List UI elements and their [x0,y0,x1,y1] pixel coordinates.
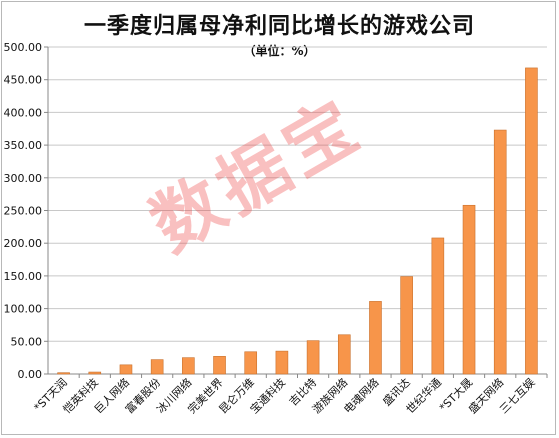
bar [213,356,226,375]
x-tick-label: 宝通科技 [247,375,288,416]
chart-title: 一季度归属母净利同比增长的游戏公司 [83,14,475,39]
y-tick-label: 50.00 [11,335,43,348]
y-tick-label: 100.00 [4,303,43,316]
y-tick-label: 500.00 [4,41,43,54]
y-tick-label: 250.00 [4,205,43,218]
bar [462,204,476,375]
bar [57,372,70,375]
x-tick-label: 三七互娱 [497,375,538,416]
y-tick-label: 150.00 [4,270,43,283]
bar [88,371,102,375]
bar [275,350,289,375]
y-tick-label: 400.00 [4,106,43,119]
y-tick-label: 300.00 [4,172,43,185]
bar [306,340,320,375]
bar [369,301,382,375]
bar [400,276,413,375]
bar [337,334,351,375]
x-tick-label: 电魂网络 [341,375,382,416]
bar [244,351,258,375]
bar [150,359,164,375]
bar [182,357,195,375]
y-tick-label: 450.00 [4,74,43,87]
bar [119,364,133,375]
bar [431,237,445,375]
y-tick-label: 200.00 [4,237,43,250]
y-tick-label: 0.00 [18,368,43,381]
bar [525,67,538,375]
bar [493,129,507,375]
x-tick-label: 世纪华通 [403,375,444,416]
y-tick-label: 350.00 [4,139,43,152]
